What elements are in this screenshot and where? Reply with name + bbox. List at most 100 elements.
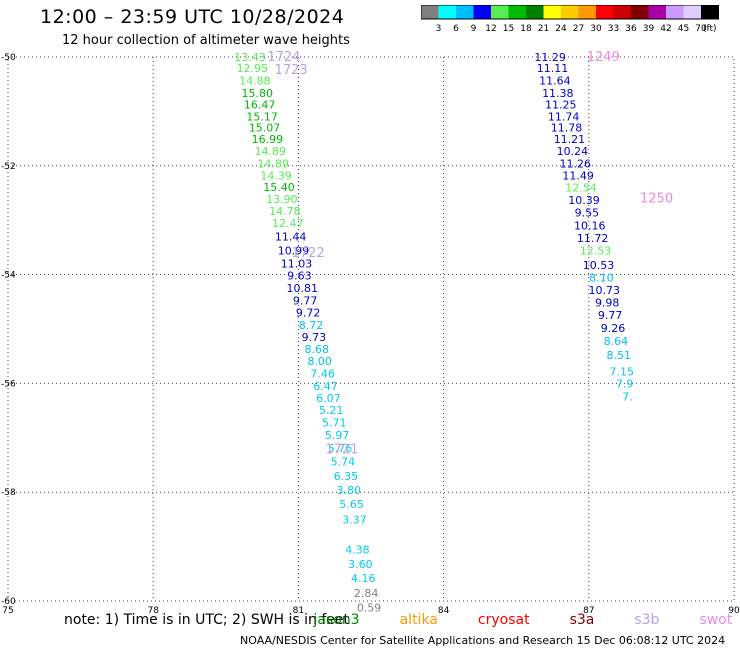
color-scale-label: 6 — [453, 24, 459, 34]
wave-height-label: 12.95 — [237, 62, 269, 75]
wave-height-label: 8.51 — [607, 349, 632, 362]
x-tick-label: 87 — [583, 606, 594, 616]
wave-height-label: 15.80 — [242, 87, 274, 100]
wave-height-label: 5.97 — [325, 429, 350, 442]
y-tick-label: -50 — [1, 53, 16, 63]
mission-legend-item: cryosat — [477, 612, 530, 628]
wave-height-label: 8.68 — [305, 343, 330, 356]
wave-height-label: 12.53 — [580, 245, 612, 258]
color-swatch — [421, 5, 439, 19]
wave-height-label: 9.55 — [575, 207, 600, 220]
wave-height-label: 3.60 — [348, 558, 373, 571]
wave-height-label: 15.07 — [249, 122, 281, 135]
color-scale-label: 18 — [520, 24, 532, 34]
wave-height-label: 3.37 — [342, 513, 367, 526]
wave-height-label: 8.10 — [589, 271, 614, 284]
wave-height-label: 16.99 — [252, 133, 284, 146]
wave-height-label: 14.88 — [239, 74, 271, 87]
wave-height-label: 4.38 — [345, 543, 370, 556]
wave-height-label: 7.15 — [609, 365, 634, 378]
pass-number-label: 1723 — [275, 63, 308, 78]
map-border — [7, 56, 735, 602]
wave-height-label: 9.63 — [287, 270, 312, 283]
page-title: 12:00 – 23:59 UTC 10/28/2024 — [40, 6, 345, 28]
mission-legend-item: s3a — [569, 612, 595, 628]
color-scale-label: 45 — [678, 24, 689, 34]
color-swatch — [473, 5, 491, 19]
wave-height-label: 11.38 — [542, 87, 574, 100]
wave-height-label: 10.24 — [557, 145, 589, 158]
wave-height-label: 8.00 — [307, 355, 332, 368]
pass-number-label: 1250 — [640, 191, 673, 206]
color-swatch — [438, 5, 456, 19]
y-tick-label: -56 — [1, 379, 16, 389]
color-scale-label: 36 — [625, 24, 637, 34]
wave-height-label: 2.84 — [354, 587, 379, 600]
y-tick-label: -54 — [1, 271, 16, 281]
wave-height-label: 14.89 — [257, 158, 289, 171]
wave-height-label: 7. — [622, 390, 633, 403]
wave-height-label: 11.03 — [281, 258, 313, 271]
wave-height-label: 11.11 — [537, 62, 569, 75]
color-swatch — [526, 5, 544, 19]
note-text: note: 1) Time is in UTC; 2) SWH is in fe… — [64, 612, 350, 628]
wave-height-label: 11.49 — [562, 170, 594, 183]
wave-height-label: 12.54 — [565, 182, 597, 195]
wave-height-label: 10.73 — [589, 284, 621, 297]
wave-height-label: 16.47 — [244, 98, 276, 111]
pass-number-label: 1721 — [325, 443, 358, 458]
wave-height-label: 9.98 — [595, 296, 620, 309]
wave-height-label: 13.43 — [234, 51, 266, 64]
pass-number-label: 1722 — [292, 246, 325, 261]
wave-height-label: 10.99 — [278, 245, 310, 258]
x-tick-label: 90 — [728, 606, 740, 616]
footer-credit: NOAA/NESDIS Center for Satellite Applica… — [240, 634, 726, 647]
mission-legend-item: s3b — [634, 612, 660, 628]
color-swatch — [561, 5, 579, 19]
color-scale-label: 9 — [471, 24, 477, 34]
track-east: 11.2911.1111.6411.3811.2511.7411.7811.21… — [534, 50, 673, 404]
wave-height-label: 5.21 — [319, 404, 344, 417]
wave-height-label: 6.35 — [334, 470, 359, 483]
wave-height-label: 10.81 — [287, 282, 319, 295]
color-scale-legend: 3 6 9 12 15 18 21 24 27 30 33 36 39 42 45 70(ft) — [421, 5, 719, 34]
wave-height-label: 5.76 — [328, 442, 353, 455]
color-swatch — [456, 5, 474, 19]
wave-height-label: 6.47 — [313, 380, 338, 393]
wave-height-label: 7.9 — [616, 377, 634, 390]
wave-height-label: 8.64 — [604, 335, 629, 348]
wave-height-label: 4.16 — [351, 572, 376, 585]
wave-height-label: 13.90 — [266, 193, 298, 206]
color-swatch — [701, 5, 719, 19]
wave-height-label: 5.71 — [322, 417, 347, 430]
color-swatch — [491, 5, 509, 19]
wave-height-label: 14.39 — [260, 170, 292, 183]
map-frame — [7, 56, 735, 602]
x-tick-label: 81 — [293, 606, 304, 616]
wave-height-label: 11.26 — [559, 158, 591, 171]
wave-height-label: 12.47 — [272, 217, 304, 230]
color-scale-label: 3 — [436, 24, 442, 34]
wave-height-label: 0.59 — [357, 602, 382, 615]
wave-height-label: 9.77 — [598, 309, 623, 322]
wave-height-label: 11.25 — [545, 98, 577, 111]
color-swatch — [648, 5, 666, 19]
x-tick-label: 84 — [438, 606, 450, 616]
wave-height-label: 9.26 — [601, 322, 626, 335]
wave-height-label: 3.80 — [336, 484, 361, 497]
x-tick-label: 78 — [147, 606, 159, 616]
pass-number-label: 1724 — [267, 50, 300, 65]
wave-height-label: 11.74 — [548, 110, 580, 123]
color-swatch — [613, 5, 631, 19]
wave-height-label: 11.78 — [551, 122, 583, 135]
color-scale-label: 30 — [590, 24, 602, 34]
color-scale-unit: (ft) — [703, 24, 717, 34]
wave-height-label: 10.16 — [574, 220, 606, 233]
color-scale-label: 39 — [643, 24, 655, 34]
mission-legend-item: swot — [699, 612, 733, 628]
color-scale-label: 15 — [503, 24, 514, 34]
y-tick-label: -52 — [1, 162, 16, 172]
color-scale-label: 70 — [695, 24, 707, 34]
track-west: 13.4312.9514.8815.8016.4715.1715.0716.99… — [234, 50, 381, 615]
wave-height-label: 15.40 — [263, 181, 295, 194]
